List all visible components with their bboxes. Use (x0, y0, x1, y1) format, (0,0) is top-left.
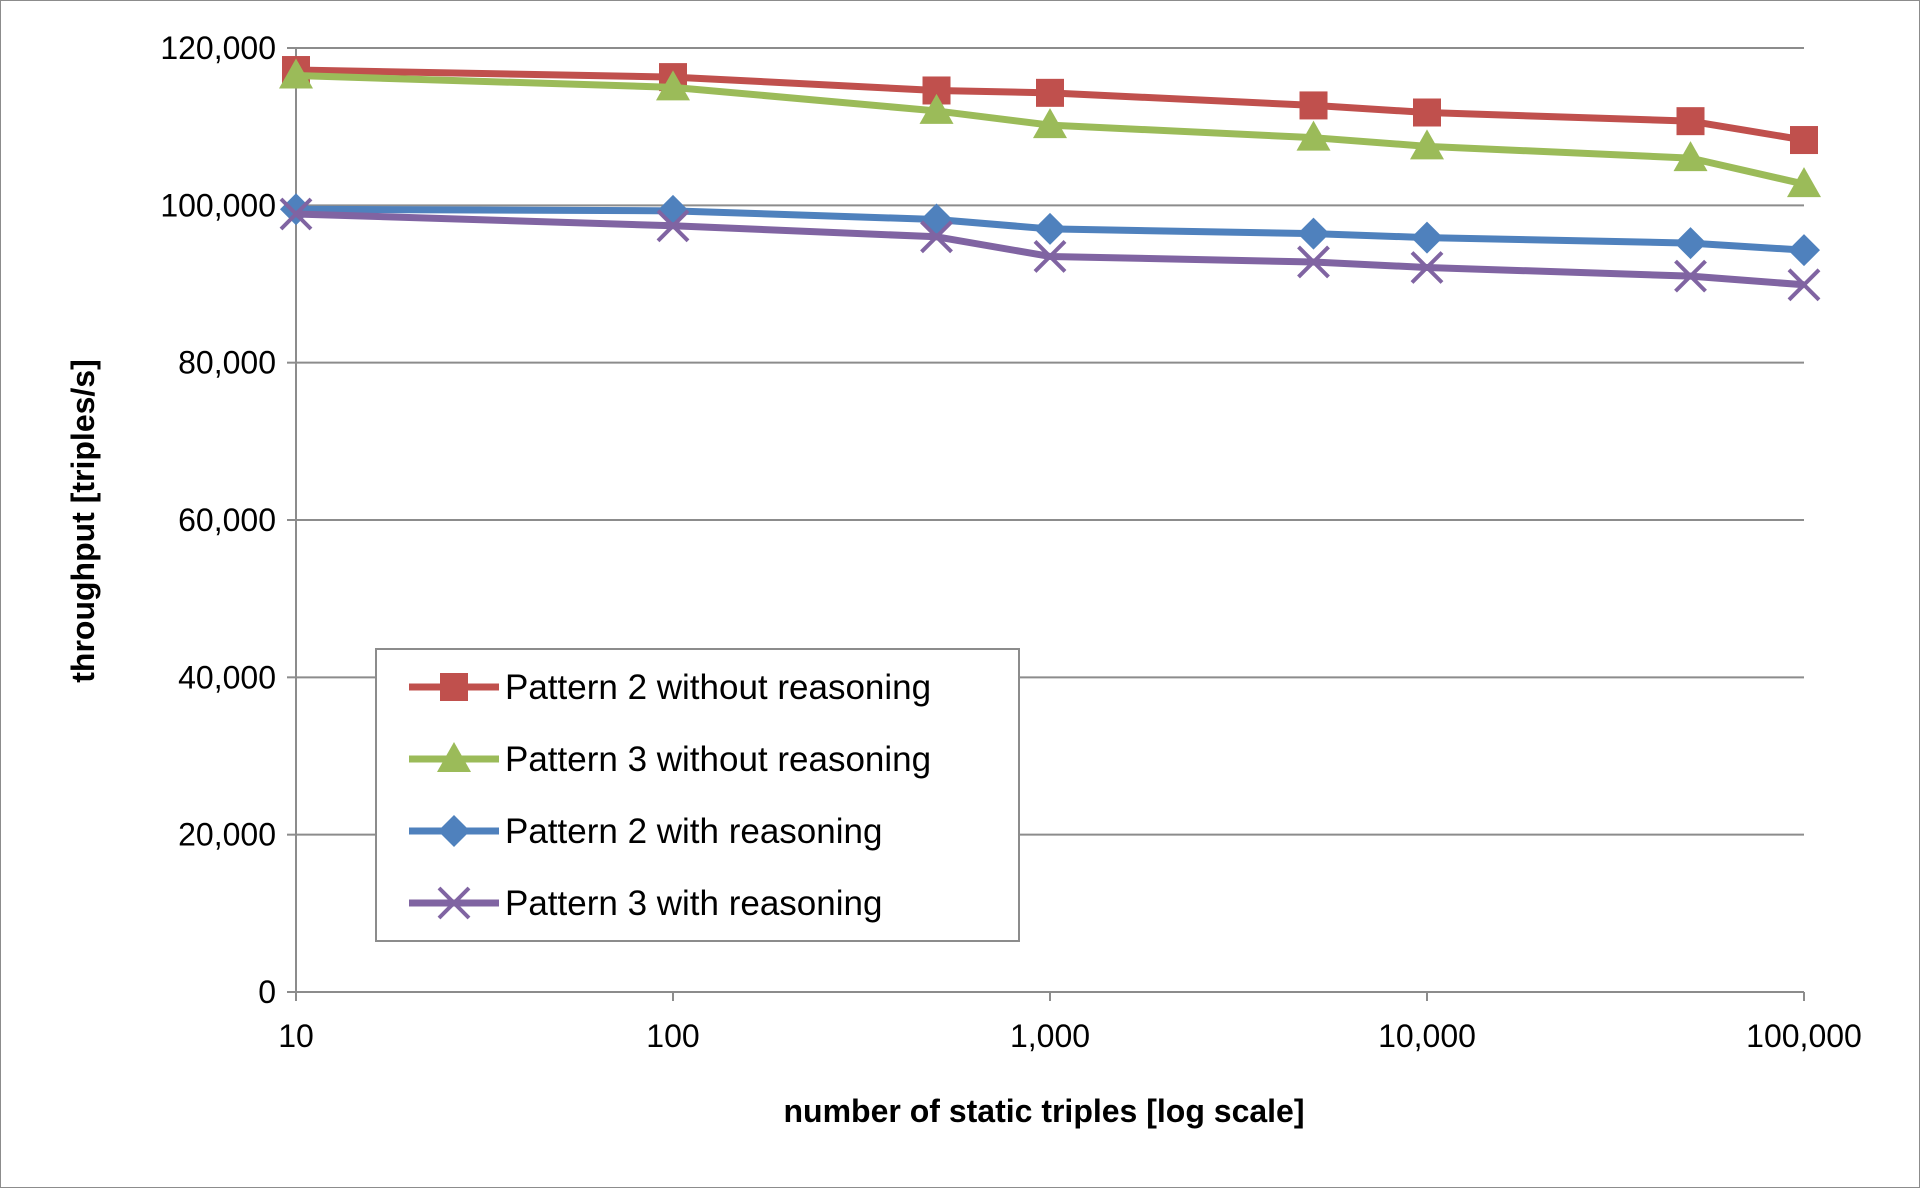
y-tick-label: 60,000 (178, 502, 276, 538)
data-point-diamond (1297, 217, 1330, 250)
data-point-triangle (919, 93, 954, 124)
y-tick-label: 40,000 (178, 659, 276, 695)
data-point-triangle (656, 70, 690, 101)
x-tick-label: 100,000 (1746, 1018, 1862, 1054)
data-point-x (1674, 259, 1707, 293)
y-axis-title: throughput [triples/s] (65, 359, 101, 683)
data-point-square (1299, 91, 1328, 120)
series-1 (282, 56, 1818, 155)
data-point-x (1033, 240, 1067, 273)
series-4 (279, 197, 1821, 302)
legend-label: Pattern 2 with reasoning (505, 812, 882, 851)
y-tick-label: 100,000 (160, 187, 276, 223)
data-point-square (440, 673, 468, 701)
data-point-triangle (1673, 141, 1708, 172)
x-axis-title: number of static triples [log scale] (784, 1093, 1305, 1129)
data-point-x (1297, 245, 1330, 279)
data-point-x (656, 209, 690, 243)
legend-label: Pattern 2 without reasoning (505, 668, 931, 707)
data-point-x (437, 886, 471, 920)
data-point-diamond (1411, 221, 1443, 254)
data-point-triangle (1787, 167, 1821, 198)
data-point-square (1790, 126, 1818, 155)
data-point-diamond (1788, 234, 1820, 267)
data-point-x (1410, 251, 1444, 284)
tick-labels: 0 20,000 40,000 60,000 80,000 100,000 120,000 1… (160, 30, 1862, 1054)
data-point-diamond (1674, 227, 1707, 260)
data-point-x (279, 197, 313, 231)
data-point-square (1676, 107, 1705, 136)
data-point-x (920, 220, 953, 254)
series-line (295, 205, 1805, 254)
series-2 (279, 58, 1821, 198)
data-point-triangle (1296, 120, 1331, 151)
data-point-triangle (279, 58, 313, 89)
data-point-x (1787, 268, 1821, 302)
legend-label: Pattern 3 with reasoning (505, 884, 882, 923)
data-point-triangle (1033, 108, 1067, 139)
legend-entry: Pattern 2 with reasoning (409, 812, 882, 851)
x-tick-label: 100 (646, 1018, 699, 1054)
data-point-square (1036, 78, 1064, 107)
x-tick-label: 10,000 (1378, 1018, 1476, 1054)
legend-entry: Pattern 2 without reasoning (409, 668, 931, 707)
data-point-diamond (438, 815, 470, 847)
data-point-square (1413, 98, 1441, 127)
data-point-diamond (280, 193, 312, 226)
data-point-triangle (1410, 129, 1444, 160)
series-line (295, 210, 1805, 289)
data-point-diamond (1034, 212, 1066, 245)
legend-entry: Pattern 3 without reasoning (409, 740, 931, 779)
legend-box (375, 648, 1020, 942)
x-tick-label: 10 (278, 1018, 314, 1054)
y-tick-label: 80,000 (178, 345, 276, 381)
y-tick-label: 0 (258, 974, 276, 1010)
data-point-diamond (920, 203, 953, 236)
y-tick-label: 120,000 (160, 30, 276, 66)
legend-entry: Pattern 3 with reasoning (409, 884, 882, 923)
series-lines (279, 56, 1821, 302)
legend: Pattern 2 without reasoning Pattern 3 wit… (375, 648, 1020, 942)
data-point-triangle (437, 742, 471, 772)
series-line (295, 66, 1805, 144)
x-tick-label: 1,000 (1010, 1018, 1090, 1054)
series-line (295, 72, 1805, 188)
legend-label: Pattern 3 without reasoning (505, 740, 931, 779)
y-tick-label: 20,000 (178, 817, 276, 853)
